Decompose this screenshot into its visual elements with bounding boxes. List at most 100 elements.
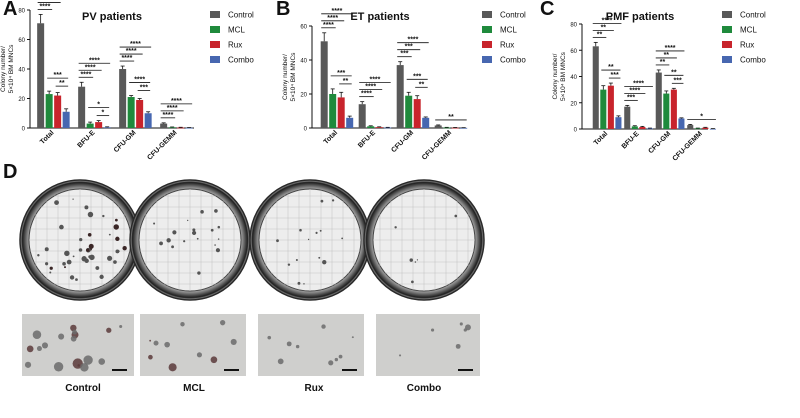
colony-cell — [149, 339, 152, 342]
legend-label: Control — [740, 11, 766, 20]
colony-dot — [341, 237, 344, 240]
colony-cell — [36, 346, 42, 352]
significance-label: *** — [674, 77, 682, 84]
legend-swatch — [722, 41, 732, 48]
colony-cell — [98, 358, 106, 365]
significance-label: *** — [627, 94, 635, 101]
y-tick-label: 60 — [300, 25, 307, 31]
significance-label: ** — [608, 64, 614, 71]
panel-letter-d: D — [3, 161, 18, 183]
bar — [460, 127, 468, 129]
category-label: Total — [593, 130, 609, 146]
colony-dot — [45, 262, 49, 266]
colony-cell — [338, 354, 343, 359]
colony-cell — [328, 360, 334, 366]
colony-dot — [66, 259, 72, 265]
bar — [624, 106, 631, 129]
category-label: CFU-GM — [390, 129, 415, 154]
micrograph — [376, 314, 480, 376]
bar — [144, 113, 152, 128]
micrograph-background — [140, 314, 246, 376]
micrograph-background — [258, 314, 364, 376]
colony-dot — [122, 246, 127, 251]
legend-swatch — [722, 56, 732, 63]
colony-dot — [315, 231, 318, 234]
colony-dot — [49, 271, 52, 274]
bar — [45, 94, 53, 128]
colony-cell — [164, 341, 170, 348]
colony-dot — [54, 200, 59, 205]
significance-label: **** — [121, 55, 132, 62]
category-label: BFU-E — [76, 129, 96, 149]
colony-dot — [409, 258, 413, 262]
bar — [62, 111, 70, 128]
y-tick-label: 80 — [18, 9, 25, 15]
bar — [346, 117, 354, 128]
colony-dot — [95, 266, 100, 270]
colony-cell — [180, 322, 185, 327]
colony-cell — [210, 356, 218, 364]
colony-dot — [197, 271, 201, 275]
colony-dot — [215, 248, 221, 253]
significance-label: **** — [167, 105, 178, 112]
bar — [670, 89, 677, 129]
bar — [443, 127, 451, 129]
y-tick-label: 20 — [570, 101, 577, 107]
bar — [185, 127, 193, 129]
significance-label: ** — [660, 59, 666, 66]
colony-dot — [159, 241, 163, 246]
chart-title: PMF patients — [606, 11, 674, 23]
chart-panel-b: ET patients 0 20 40 60 Colony number/5×10⁴ BM… — [282, 8, 526, 162]
colony-cell — [295, 344, 300, 349]
legend-swatch — [210, 11, 220, 18]
colony-cell — [459, 322, 463, 326]
bar — [655, 72, 662, 129]
colony-dot — [320, 199, 324, 203]
significance-label: **** — [89, 57, 100, 64]
colony-dot — [214, 244, 216, 246]
bar — [337, 97, 345, 128]
colony-dot — [214, 209, 218, 213]
legend-label: MCL — [228, 26, 245, 35]
significance-label: **** — [323, 22, 334, 29]
colony-dot — [84, 205, 89, 210]
colony-dot — [307, 238, 310, 241]
significance-label: *** — [413, 73, 421, 80]
colony-cell — [463, 328, 467, 332]
colony-cell — [106, 327, 112, 333]
panel-letter-c: C — [540, 0, 555, 20]
legend-label: Combo — [228, 56, 254, 65]
y-tick-label: 40 — [18, 68, 25, 74]
significance-label: **** — [407, 37, 418, 44]
category-label: CFU-GEMM — [672, 130, 704, 162]
colony-dot — [64, 250, 70, 257]
colony-cell — [430, 328, 435, 332]
bar — [702, 127, 709, 129]
colony-dot — [217, 238, 220, 240]
legend-swatch — [482, 41, 492, 48]
bar — [160, 123, 168, 128]
colony-dot — [86, 248, 90, 252]
significance-label: *** — [611, 72, 619, 79]
dish-images — [19, 179, 485, 376]
colony-dot — [88, 243, 94, 249]
colony-dot — [192, 230, 197, 236]
colony-dot — [99, 274, 104, 279]
bar — [694, 128, 701, 130]
category-label: CFU-GEMM — [421, 129, 453, 161]
bar — [687, 125, 694, 129]
bar — [329, 94, 337, 128]
colony-cell — [455, 343, 461, 349]
colony-dot — [69, 275, 75, 280]
colony-dot — [318, 256, 321, 259]
category-label: BFU-E — [357, 129, 377, 149]
significance-label: *** — [400, 51, 408, 58]
category-label: CFU-GM — [113, 129, 138, 154]
colony-dot — [153, 222, 156, 225]
colony-dot — [62, 262, 66, 266]
bar — [592, 46, 599, 129]
colony-cell — [26, 345, 34, 353]
panel-letter-a: A — [3, 0, 18, 20]
significance-label: **** — [633, 80, 644, 87]
category-label: Total — [323, 129, 339, 145]
